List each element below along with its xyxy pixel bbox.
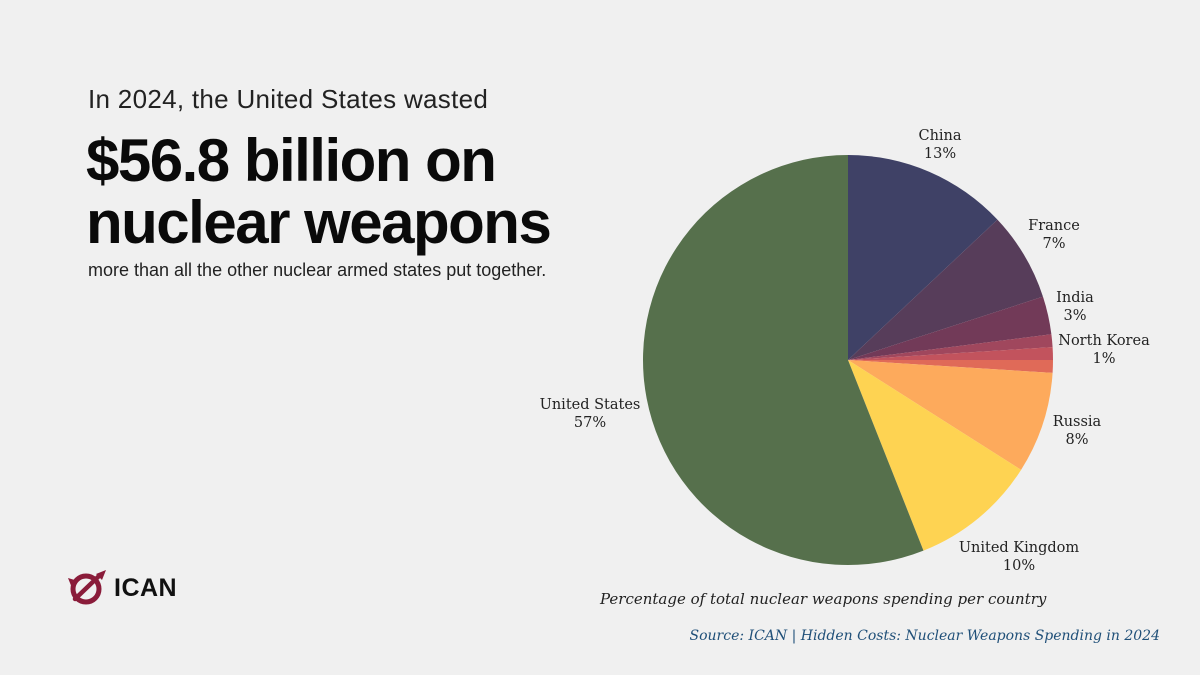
pie-slice-united-kingdom bbox=[848, 360, 1022, 551]
headline: $56.8 billion on nuclear weapons bbox=[86, 130, 646, 254]
slice-value-china: 13% bbox=[924, 146, 956, 162]
pie-slice-russia bbox=[848, 360, 1053, 470]
pie-slice-france bbox=[848, 219, 1043, 360]
slice-label-united-states: United States bbox=[540, 397, 641, 413]
ican-logo[interactable]: ICAN bbox=[66, 568, 177, 608]
slice-value-india: 3% bbox=[1063, 308, 1086, 324]
pie-slice-china bbox=[848, 155, 998, 360]
slice-value-united-kingdom: 10% bbox=[1003, 558, 1035, 574]
pie-slice-india bbox=[848, 296, 1052, 360]
pie-slice-north-korea bbox=[848, 360, 1053, 373]
headline-line-2: nuclear weapons bbox=[86, 189, 552, 256]
intro-text: In 2024, the United States wasted bbox=[88, 84, 489, 114]
slice-value-russia: 8% bbox=[1065, 432, 1088, 448]
pie-slice-pakistan bbox=[848, 334, 1053, 360]
source-note: Source: ICAN | Hidden Costs: Nuclear Wea… bbox=[689, 628, 1160, 644]
subline-text: more than all the other nuclear armed st… bbox=[88, 260, 547, 280]
slice-label-china: China bbox=[918, 128, 961, 144]
slice-label-france: France bbox=[1028, 218, 1080, 234]
slice-label-russia: Russia bbox=[1053, 414, 1102, 430]
slice-label-india: India bbox=[1056, 290, 1094, 306]
slice-label-united-kingdom: United Kingdom bbox=[959, 540, 1080, 556]
slice-value-united-states: 57% bbox=[574, 415, 606, 431]
slice-value-france: 7% bbox=[1042, 236, 1065, 252]
pie-slice-united-states bbox=[642, 155, 924, 566]
headline-line-1: $56.8 billion on bbox=[86, 127, 497, 194]
chart-caption: Percentage of total nuclear weapons spen… bbox=[600, 590, 1047, 608]
slice-value-north-korea: 1% bbox=[1092, 351, 1115, 367]
pie-slice-israel bbox=[848, 347, 1053, 360]
ican-logo-text: ICAN bbox=[114, 573, 178, 602]
ican-emblem-icon bbox=[68, 570, 106, 605]
slice-label-north-korea: North Korea bbox=[1058, 333, 1150, 349]
